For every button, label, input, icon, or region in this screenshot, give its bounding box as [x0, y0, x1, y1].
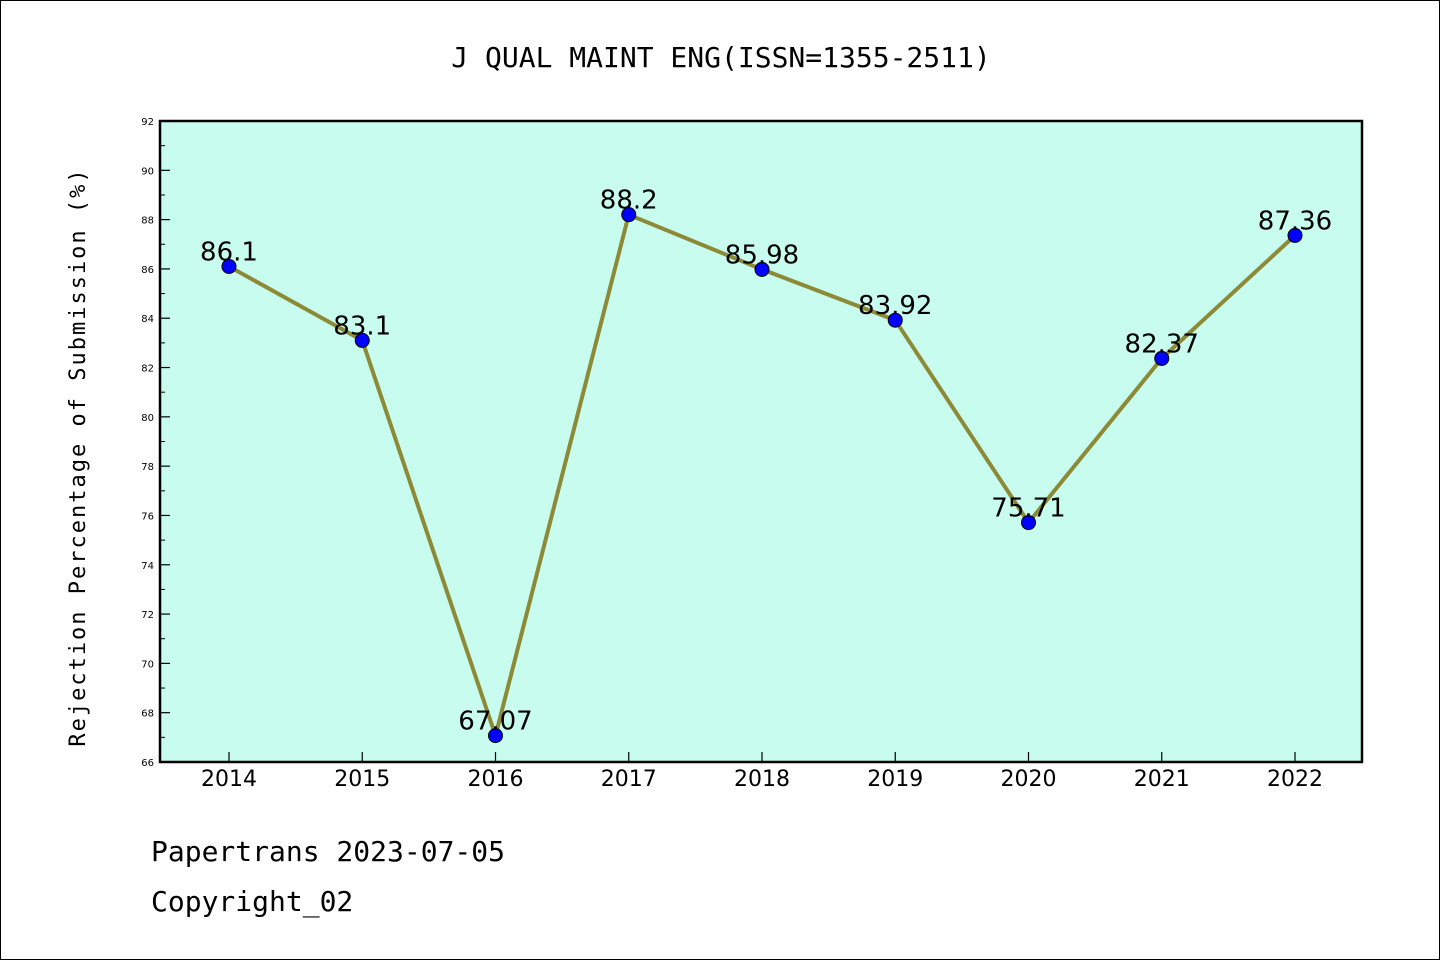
- x-tick-label: 2022: [1267, 767, 1323, 792]
- data-point: [1154, 350, 1170, 366]
- plot-area: [160, 121, 1362, 762]
- data-points: [221, 207, 1303, 744]
- x-tick-label: 2017: [601, 767, 657, 792]
- x-tick-label: 2015: [334, 767, 390, 792]
- x-tick-label: 2018: [734, 767, 790, 792]
- y-tick-label: 88: [141, 216, 154, 227]
- data-label: 75.71: [991, 494, 1065, 524]
- data-label: 85.98: [725, 240, 799, 270]
- data-point: [621, 207, 637, 223]
- footer-date-line: Papertrans 2023-07-05: [151, 835, 506, 868]
- data-point: [221, 258, 237, 274]
- data-point: [887, 312, 903, 328]
- y-tick-label: 78: [141, 462, 154, 473]
- data-point: [354, 332, 370, 348]
- data-point: [1287, 227, 1303, 243]
- y-tick-label: 72: [141, 610, 154, 621]
- x-tick-label: 2019: [867, 767, 923, 792]
- y-tick-label: 74: [141, 561, 154, 572]
- data-label: 67.07: [458, 707, 532, 737]
- data-label: 83.1: [333, 311, 391, 341]
- x-tick-label: 2020: [1001, 767, 1057, 792]
- y-axis: 66 68 70 72 74 76 78 80 82 84 86 88 90 92: [141, 117, 170, 769]
- y-axis-label: Rejection Percentage of Submission (%): [66, 167, 91, 746]
- data-label: 83.92: [858, 291, 932, 321]
- data-point: [488, 728, 503, 744]
- data-label: 88.2: [600, 186, 658, 216]
- x-axis: 2014 2015 2016 2017 2018 2019 2020 2021 2022: [201, 752, 1323, 792]
- y-tick-label: 90: [141, 166, 154, 177]
- footer-copyright-line: Copyright_02: [151, 885, 354, 918]
- x-tick-label: 2016: [468, 767, 524, 792]
- data-label: 82.37: [1125, 329, 1199, 359]
- y-tick-label: 84: [141, 314, 154, 325]
- data-label: 87.36: [1258, 206, 1332, 236]
- y-tick-label: 82: [141, 364, 154, 375]
- y-tick-label: 66: [141, 758, 154, 769]
- data-point: [754, 261, 770, 277]
- x-tick-label: 2021: [1134, 767, 1190, 792]
- y-tick-label: 80: [141, 413, 154, 424]
- chart-title: J QUAL MAINT ENG(ISSN=1355-2511): [451, 41, 990, 74]
- data-point: [1021, 515, 1036, 531]
- y-tick-label: 68: [141, 709, 154, 720]
- data-labels: 86.1 83.1 67.07 88.2 85.98 83.92 75.71 82.37 87.…: [200, 186, 1332, 737]
- y-tick-label: 70: [141, 659, 154, 670]
- y-tick-label: 92: [141, 117, 154, 128]
- plot-border: [158, 119, 1364, 764]
- data-label: 86.1: [200, 237, 258, 267]
- y-tick-label: 76: [141, 511, 154, 522]
- x-tick-label: 2014: [201, 767, 257, 792]
- y-tick-label: 86: [141, 265, 154, 276]
